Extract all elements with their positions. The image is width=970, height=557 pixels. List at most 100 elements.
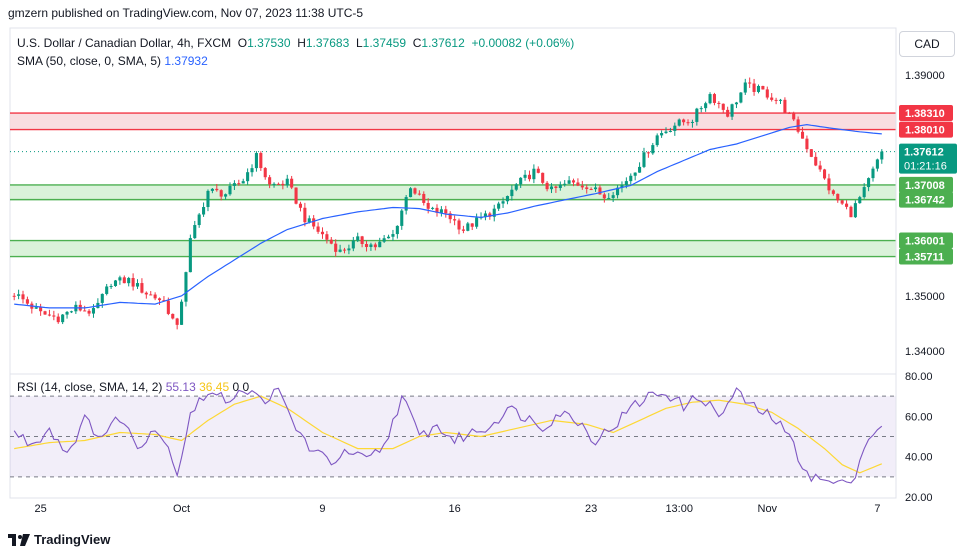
candle xyxy=(422,193,426,203)
countdown-label: 01:21:16 xyxy=(904,161,947,173)
candle xyxy=(739,92,743,103)
candle xyxy=(69,311,73,313)
symbol-name[interactable]: U.S. Dollar / Canadian Dollar, 4h, FXCM xyxy=(17,36,232,50)
candle xyxy=(867,178,871,188)
candle xyxy=(105,286,109,294)
candle xyxy=(316,226,320,232)
candle xyxy=(347,248,351,251)
sma-value: 1.37932 xyxy=(164,54,208,68)
change-value: +0.00082 (+0.06%) xyxy=(471,36,575,50)
candle xyxy=(329,239,333,244)
candle xyxy=(783,99,787,113)
sma-row: SMA (50, close, 0, SMA, 5) 1.37932 xyxy=(17,52,574,70)
last-price-label-bg xyxy=(899,143,957,174)
publisher-line: gmzern published on TradingView.com, Nov… xyxy=(8,6,364,20)
price-axis: 1.340001.350001.370001.380001.390001.383… xyxy=(899,70,957,358)
candle xyxy=(593,187,598,190)
candle xyxy=(677,119,681,126)
candle xyxy=(290,178,294,188)
candle xyxy=(871,168,875,179)
candle xyxy=(215,188,219,191)
candle xyxy=(629,175,633,182)
symbol-row: U.S. Dollar / Canadian Dollar, 4h, FXCM … xyxy=(17,34,574,52)
candle xyxy=(633,172,637,176)
candle xyxy=(83,310,87,312)
candle xyxy=(157,298,162,301)
candle xyxy=(827,178,831,191)
chart-legend: U.S. Dollar / Canadian Dollar, 4h, FXCM … xyxy=(17,34,574,70)
candle xyxy=(475,217,479,227)
rsi-axis: 20.00 40.00 60.00 80.00 xyxy=(905,371,933,504)
candle xyxy=(682,119,686,123)
candle xyxy=(642,152,646,167)
candle xyxy=(858,197,862,204)
candle xyxy=(448,213,452,220)
candle xyxy=(686,122,690,124)
footer-brand-text: TradingView xyxy=(34,532,111,547)
candle xyxy=(193,225,197,239)
zone-label-bg-0-bottom xyxy=(899,121,953,138)
candle xyxy=(541,172,545,183)
currency-button[interactable]: CAD xyxy=(899,31,955,57)
price-tick-label: 1.35000 xyxy=(905,291,945,303)
open-value: 1.37530 xyxy=(247,36,291,50)
candle xyxy=(704,103,708,109)
candle xyxy=(567,180,571,184)
candle xyxy=(611,195,615,198)
candle xyxy=(655,135,659,146)
rsi-label[interactable]: RSI (14, close, SMA, 14, 2) xyxy=(17,380,163,394)
candle xyxy=(281,183,285,186)
candle xyxy=(756,85,761,92)
candle xyxy=(805,138,809,150)
candle xyxy=(184,272,188,302)
zone-label-bg-1-top xyxy=(899,176,953,193)
candle xyxy=(818,165,822,170)
candle xyxy=(532,168,536,180)
candle xyxy=(814,156,818,166)
tradingview-logo-icon xyxy=(8,533,30,546)
candle xyxy=(65,311,69,315)
time-tick-label: 23 xyxy=(585,503,597,515)
candle xyxy=(109,286,113,288)
candle xyxy=(602,194,606,199)
candle xyxy=(127,277,131,284)
candle xyxy=(770,97,774,100)
candle xyxy=(849,206,853,218)
candle xyxy=(638,166,642,173)
candle xyxy=(717,102,721,104)
candle xyxy=(457,220,461,230)
candle xyxy=(536,168,540,173)
candle xyxy=(823,169,827,179)
candle xyxy=(144,292,148,295)
candle xyxy=(47,314,51,316)
candle xyxy=(505,196,509,202)
candle xyxy=(153,294,157,299)
candle xyxy=(400,210,404,226)
candle xyxy=(699,108,703,110)
candle xyxy=(175,318,179,325)
candle xyxy=(56,316,60,323)
candle xyxy=(263,168,267,178)
candle xyxy=(342,249,347,251)
candle xyxy=(840,200,844,204)
sma-label[interactable]: SMA (50, close, 0, SMA, 5) xyxy=(17,54,162,68)
candle xyxy=(761,85,765,90)
candle xyxy=(598,187,602,195)
candle xyxy=(435,207,439,213)
candle xyxy=(351,240,355,249)
candle xyxy=(730,104,734,117)
candle xyxy=(585,187,589,190)
candle xyxy=(664,131,668,134)
close-value: 1.37612 xyxy=(421,36,465,50)
candle xyxy=(356,236,360,241)
price-tick-label: 1.39000 xyxy=(905,70,945,82)
time-tick-label: 7 xyxy=(874,503,880,515)
candle xyxy=(404,197,408,211)
candle xyxy=(554,186,558,188)
candle xyxy=(202,207,206,215)
candle xyxy=(307,218,311,223)
candle xyxy=(439,209,443,213)
candle xyxy=(466,223,470,231)
